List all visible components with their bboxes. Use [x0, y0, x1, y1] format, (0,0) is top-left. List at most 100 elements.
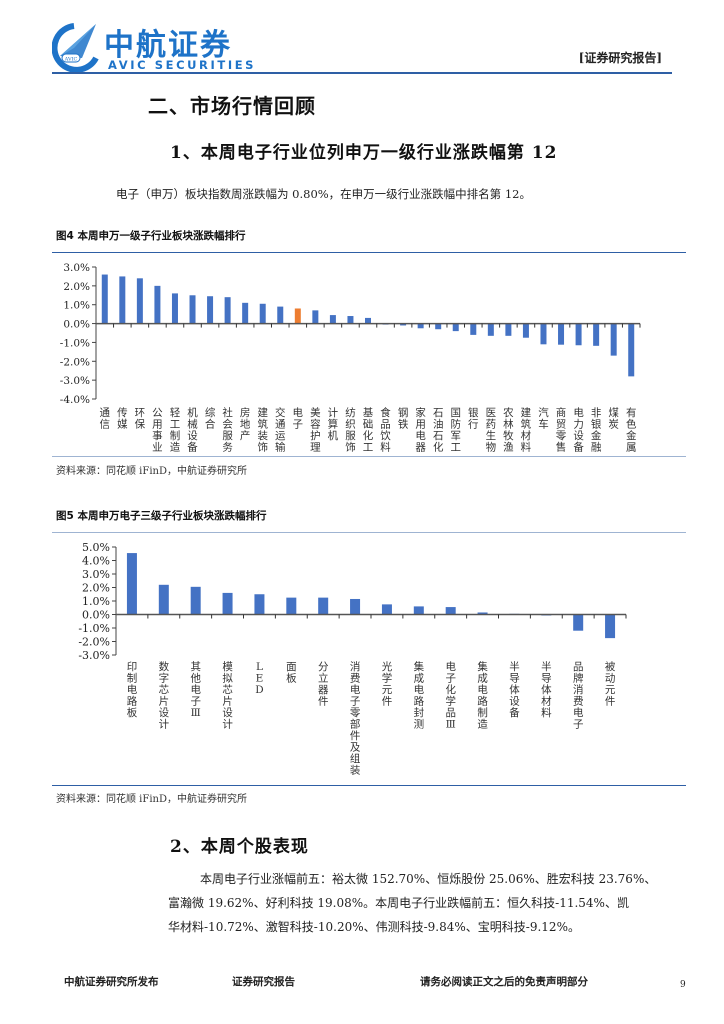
x-category-label: 商贸零售 — [556, 406, 567, 454]
bar — [154, 285, 161, 324]
bar — [605, 614, 616, 639]
bar — [470, 323, 477, 335]
x-category-label: 面板 — [286, 661, 297, 685]
y-tick-label: -1.0% — [60, 337, 90, 349]
x-category-label: 美容护理 — [310, 406, 321, 454]
y-tick-label: 0.0% — [63, 319, 90, 331]
report-type-tag: [证券研究报告] — [578, 51, 662, 65]
bar — [101, 274, 108, 324]
company-logo: AVIC 中航证券 AVIC SECURITIES — [52, 18, 253, 74]
bar — [224, 297, 231, 324]
subsection-2-text-line-3: 华材料-10.72%、激智科技-10.20%、伟测科技-9.84%、宝明科技-9… — [168, 920, 580, 934]
x-category-label: 纺织服饰 — [345, 406, 356, 454]
y-tick-label: 5.0% — [82, 541, 110, 554]
footer-disclaimer: 请务必阅读正文之后的免责声明部分 — [420, 976, 588, 988]
x-category-label: 传媒 — [117, 407, 128, 431]
x-category-label: 分立器件 — [318, 661, 329, 708]
subsection-2-text-line-1: 本周电子行业涨幅前五：裕太微 152.70%、恒烁股份 25.06%、胜宏科技 … — [200, 872, 657, 886]
bar — [540, 323, 547, 345]
x-category-label: 煤炭 — [608, 406, 619, 431]
y-tick-label: 3.0% — [82, 568, 110, 581]
footer-publisher: 中航证券研究所发布 — [64, 976, 159, 988]
bar — [286, 597, 297, 615]
x-category-label: 半导体设备 — [509, 660, 520, 719]
x-category-label: 电力设备 — [573, 406, 584, 454]
y-tick-label: 2.0% — [63, 281, 90, 293]
bar — [158, 584, 169, 615]
x-category-label: 石油石化 — [433, 407, 444, 454]
y-tick-label: 1.0% — [63, 300, 90, 312]
header-divider — [52, 72, 672, 74]
x-category-label: 银行 — [468, 406, 479, 431]
x-category-label: 医药生物 — [486, 407, 497, 454]
bar — [242, 302, 249, 324]
figure-5-bottom-rule — [52, 785, 686, 786]
y-tick-label: 1.0% — [82, 595, 110, 608]
footer-doc-type: 证券研究报告 — [232, 976, 295, 988]
y-tick-label: 3.0% — [63, 262, 90, 274]
x-category-label: 轻工制造 — [170, 406, 181, 454]
bar — [126, 553, 137, 615]
bar — [347, 316, 354, 324]
bar — [318, 597, 329, 615]
bar — [413, 606, 424, 615]
bar — [190, 586, 201, 615]
figure-4-bottom-rule — [52, 456, 686, 457]
y-tick-label: -1.0% — [78, 622, 110, 635]
x-category-label: 有色金属 — [626, 406, 637, 454]
y-tick-label: 0.0% — [82, 609, 110, 622]
x-category-label: 集成电路制造 — [477, 660, 488, 731]
bar — [573, 614, 584, 631]
x-category-label: 公用事业 — [152, 407, 163, 454]
x-category-label: 环保 — [135, 407, 146, 431]
bar — [452, 323, 459, 332]
x-category-label: 消费电子零部件及组装 — [350, 660, 361, 777]
logo-english-name: AVIC SECURITIES — [108, 58, 257, 72]
x-category-label: 钢铁 — [398, 406, 409, 431]
x-category-label: 半导体材料 — [541, 660, 552, 719]
subsection-title-2: 2、本周个股表现 — [170, 837, 309, 857]
x-category-label: 数字芯片设计 — [159, 660, 170, 731]
x-category-label: 交通运输 — [275, 406, 286, 454]
figure-4-title: 图4 本周申万一级子行业板块涨跌幅排行 — [56, 230, 246, 242]
subsection-1-text: 电子（申万）板块指数周涨跌幅为 0.80%，在申万一级行业涨跌幅中排名第 12。 — [116, 187, 531, 201]
bar — [400, 323, 407, 326]
bar — [487, 323, 494, 336]
x-category-label: 汽车 — [538, 406, 549, 431]
bar — [119, 276, 126, 324]
x-category-label: 光学元件 — [382, 660, 393, 708]
x-category-label: 通信 — [100, 407, 111, 431]
x-category-label: 被动元件 — [605, 660, 616, 708]
x-category-label: 集成电路封测 — [414, 660, 425, 731]
x-category-label: 基础化工 — [363, 406, 374, 454]
page-number: 9 — [680, 980, 686, 990]
figure-5-title: 图5 本周申万电子三级子行业板块涨跌幅排行 — [56, 510, 267, 522]
bar — [417, 323, 424, 329]
y-tick-label: 2.0% — [82, 582, 110, 595]
bar — [522, 323, 529, 338]
bar — [312, 310, 319, 324]
x-category-label: 其他电子 Ⅲ — [190, 661, 201, 719]
logo-chinese-name: 中航证券 — [104, 28, 232, 63]
x-category-label: 印制电路板 — [127, 661, 138, 719]
bar — [136, 278, 143, 324]
x-category-label: 国防军工 — [450, 407, 461, 454]
subsection-2-text-line-2: 富瀚微 19.62%、好利科技 19.08%。本周电子行业跌幅前五：恒久科技-1… — [168, 896, 629, 910]
x-category-label: 电子 — [293, 406, 304, 431]
figure-5-bar-chart: 5.0%4.0%3.0%2.0%1.0%0.0%-1.0%-2.0%-3.0% 印… — [78, 541, 627, 777]
y-tick-label: -4.0% — [60, 394, 90, 406]
bar — [294, 308, 301, 324]
bar — [207, 296, 214, 324]
figure-4-top-rule — [52, 252, 686, 253]
figure-4-source: 资料来源：同花顺 iFinD，中航证券研究所 — [56, 466, 247, 477]
figure-4-bar-chart: 3.0% 2.0% 1.0% 0.0% -1.0% -2.0% -3.0% -4.0% 通信传媒… — [60, 262, 641, 454]
y-tick-label: -2.0% — [60, 356, 90, 368]
y-tick-label: -3.0% — [78, 649, 110, 662]
bar — [254, 594, 265, 615]
bar — [445, 607, 456, 615]
bar — [381, 604, 392, 615]
x-category-label: 社会服务 — [222, 406, 233, 454]
bar — [628, 323, 635, 377]
x-category-label: 模拟芯片设计 — [222, 661, 233, 731]
bar — [365, 317, 371, 324]
